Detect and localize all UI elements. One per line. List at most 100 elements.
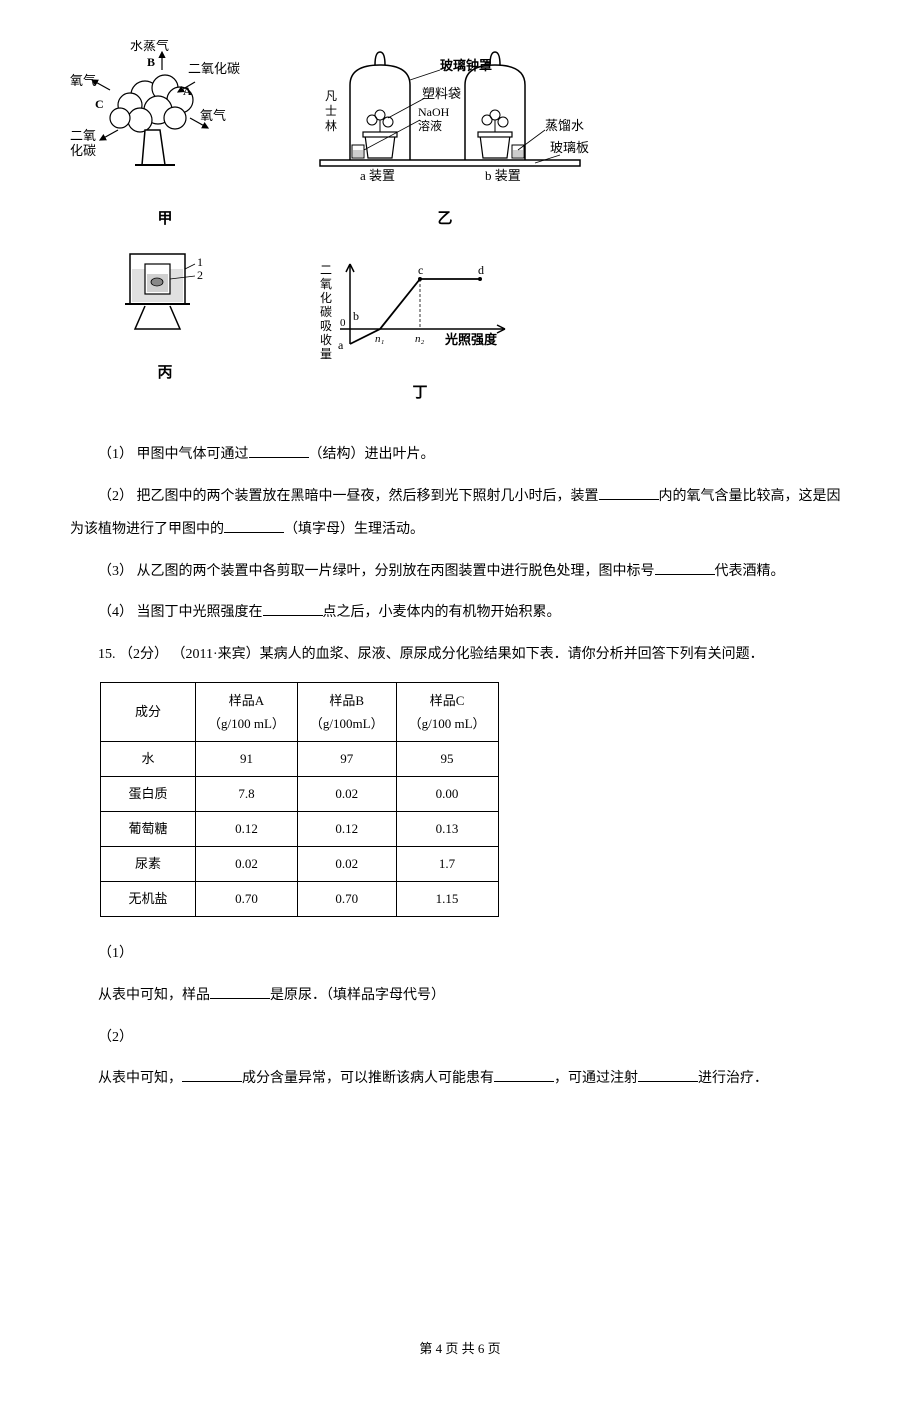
q15-1-text: 从表中可知，样品 是原尿．（填样品字母代号） — [70, 979, 850, 1013]
th-sample-c: 样品C （g/100 mL） — [396, 682, 498, 742]
q15-text: 某病人的血浆、尿液、原尿成分化验结果如下表．请你分析并回答下列有关问题． — [260, 647, 764, 662]
figure-bing-label: 丙 — [157, 358, 172, 388]
figure-ding-label: 丁 — [412, 378, 427, 408]
table-row: 尿素 0.02 0.02 1.7 — [101, 847, 499, 882]
table-row: 水 91 97 95 — [101, 742, 499, 777]
figure-bing: 1 2 丙 — [110, 244, 220, 388]
cell-c: 0.00 — [396, 777, 498, 812]
label-x-axis: 光照强度 — [444, 332, 498, 347]
cell-name: 蛋白质 — [101, 777, 196, 812]
cell-b: 0.02 — [297, 777, 396, 812]
q15-points: （2分） — [119, 647, 168, 662]
th-a-unit: （g/100 mL） — [208, 712, 285, 735]
y-axis-5: 吸 — [320, 319, 332, 333]
th-component: 成分 — [101, 682, 196, 742]
question-15: 15. （2分） （2011·来宾）某病人的血浆、尿液、原尿成分化验结果如下表．… — [70, 638, 850, 672]
label-1: 1 — [197, 255, 203, 269]
label-oxygen-left: 氧气 — [70, 73, 96, 88]
cell-name: 葡萄糖 — [101, 812, 196, 847]
figure-yi-label: 乙 — [437, 204, 452, 234]
table-row: 无机盐 0.70 0.70 1.15 — [101, 882, 499, 917]
cell-name: 尿素 — [101, 847, 196, 882]
cell-b: 97 — [297, 742, 396, 777]
label-plastic-bag: 塑料袋 — [422, 86, 461, 101]
label-c: C — [95, 97, 104, 111]
question-2: （2） 把乙图中的两个装置放在黑暗中一昼夜，然后移到光下照射几小时后，装置内的氧… — [70, 480, 850, 547]
q15-2-blank-2 — [494, 1068, 554, 1082]
th-sample-b: 样品B （g/100mL） — [297, 682, 396, 742]
label-naoh-1: NaOH — [418, 105, 450, 119]
q1-before: 甲图中气体可通过 — [133, 447, 249, 462]
question-3: （3） 从乙图的两个装置中各剪取一片绿叶，分别放在丙图装置中进行脱色处理，图中标… — [70, 555, 850, 589]
question-4: （4） 当图丁中光照强度在点之后，小麦体内的有机物开始积累。 — [70, 596, 850, 630]
label-a-device: a 装置 — [360, 168, 395, 183]
cell-c: 1.7 — [396, 847, 498, 882]
figure-ding: 二 氧 化 碳 吸 收 量 a b 0 c d n₁ n₂ 光照强度 丁 — [310, 244, 530, 408]
cell-name: 无机盐 — [101, 882, 196, 917]
figure-row-2: 1 2 丙 二 氧 化 — [70, 244, 850, 408]
q15-2-blank-1 — [182, 1068, 242, 1082]
label-vaseline-3: 林 — [325, 119, 337, 133]
figure-jia-label: 甲 — [157, 204, 172, 234]
th-a-name: 样品A — [208, 689, 285, 712]
label-vaseline-2: 士 — [325, 104, 337, 118]
q15-2-text: 从表中可知，成分含量异常，可以推断该病人可能患有，可通过注射进行治疗． — [70, 1062, 850, 1096]
label-b: B — [147, 55, 155, 69]
label-distilled-water: 蒸馏水 — [545, 118, 584, 133]
label-b-point: b — [353, 309, 359, 323]
y-axis-1: 二 — [320, 263, 332, 277]
cell-name: 水 — [101, 742, 196, 777]
cell-b: 0.12 — [297, 812, 396, 847]
figure-jia-svg: 水蒸气 B 二氧化碳 A 氧气 C 氧气 二氧 化碳 — [70, 40, 260, 200]
label-naoh-2: 溶液 — [418, 118, 442, 133]
q2-blank-2 — [224, 519, 284, 533]
label-zero: 0 — [340, 317, 346, 329]
label-n1: n₁ — [375, 333, 385, 345]
q15-1-blank — [210, 985, 270, 999]
table-row: 蛋白质 7.8 0.02 0.00 — [101, 777, 499, 812]
y-axis-6: 收 — [320, 333, 332, 347]
q2-after: （填字母）生理活动。 — [284, 522, 424, 537]
q3-num: （3） — [98, 564, 133, 579]
label-co2-out-2: 化碳 — [70, 143, 96, 158]
th-b-name: 样品B — [310, 689, 384, 712]
q2-before: 把乙图中的两个装置放在黑暗中一昼夜，然后移到光下照射几小时后，装置 — [133, 489, 599, 504]
label-c-point: c — [418, 263, 423, 277]
q15-source: （2011·来宾） — [172, 647, 260, 662]
q15-2-blank-3 — [638, 1068, 698, 1082]
figure-yi: 凡 士 林 玻璃钟罩 塑料袋 NaOH 溶液 蒸馏水 玻璃板 a 装置 b 装置… — [290, 40, 600, 234]
th-c-unit: （g/100 mL） — [409, 712, 486, 735]
q15-num: 15. — [98, 647, 116, 662]
page-footer: 第 4 页 共 6 页 — [70, 1336, 850, 1362]
cell-c: 1.15 — [396, 882, 498, 917]
q2-num: （2） — [98, 489, 133, 504]
th-b-unit: （g/100mL） — [310, 712, 384, 735]
label-water-vapor: 水蒸气 — [130, 40, 169, 53]
q15-2-before: 从表中可知， — [98, 1071, 182, 1086]
y-axis-7: 量 — [320, 347, 332, 361]
th-sample-a: 样品A （g/100 mL） — [196, 682, 298, 742]
label-co2-in: 二氧化碳 — [188, 61, 240, 76]
y-axis-4: 碳 — [320, 305, 332, 319]
cell-c: 95 — [396, 742, 498, 777]
q3-blank — [655, 561, 715, 575]
data-table: 成分 样品A （g/100 mL） 样品B （g/100mL） 样品C （g/1… — [100, 682, 499, 918]
cell-c: 0.13 — [396, 812, 498, 847]
cell-a: 0.12 — [196, 812, 298, 847]
q3-after: 代表酒精。 — [715, 564, 785, 579]
figure-bing-svg: 1 2 — [110, 244, 220, 354]
label-oxygen-right: 氧气 — [200, 108, 226, 123]
q4-blank — [263, 602, 323, 616]
table-row: 葡萄糖 0.12 0.12 0.13 — [101, 812, 499, 847]
cell-a: 0.02 — [196, 847, 298, 882]
q15-1-after: 是原尿．（填样品字母代号） — [270, 988, 445, 1003]
figure-jia: 水蒸气 B 二氧化碳 A 氧气 C 氧气 二氧 化碳 甲 — [70, 40, 260, 234]
q15-2-after: 进行治疗． — [698, 1071, 768, 1086]
q3-before: 从乙图的两个装置中各剪取一片绿叶，分别放在丙图装置中进行脱色处理，图中标号 — [133, 564, 655, 579]
q15-1-before: 从表中可知，样品 — [98, 988, 210, 1003]
table-header-row: 成分 样品A （g/100 mL） 样品B （g/100mL） 样品C （g/1… — [101, 682, 499, 742]
label-co2-out-1: 二氧 — [70, 128, 96, 143]
q1-num: （1） — [98, 447, 133, 462]
q4-num: （4） — [98, 605, 133, 620]
q15-2-num: （2） — [70, 1021, 850, 1055]
